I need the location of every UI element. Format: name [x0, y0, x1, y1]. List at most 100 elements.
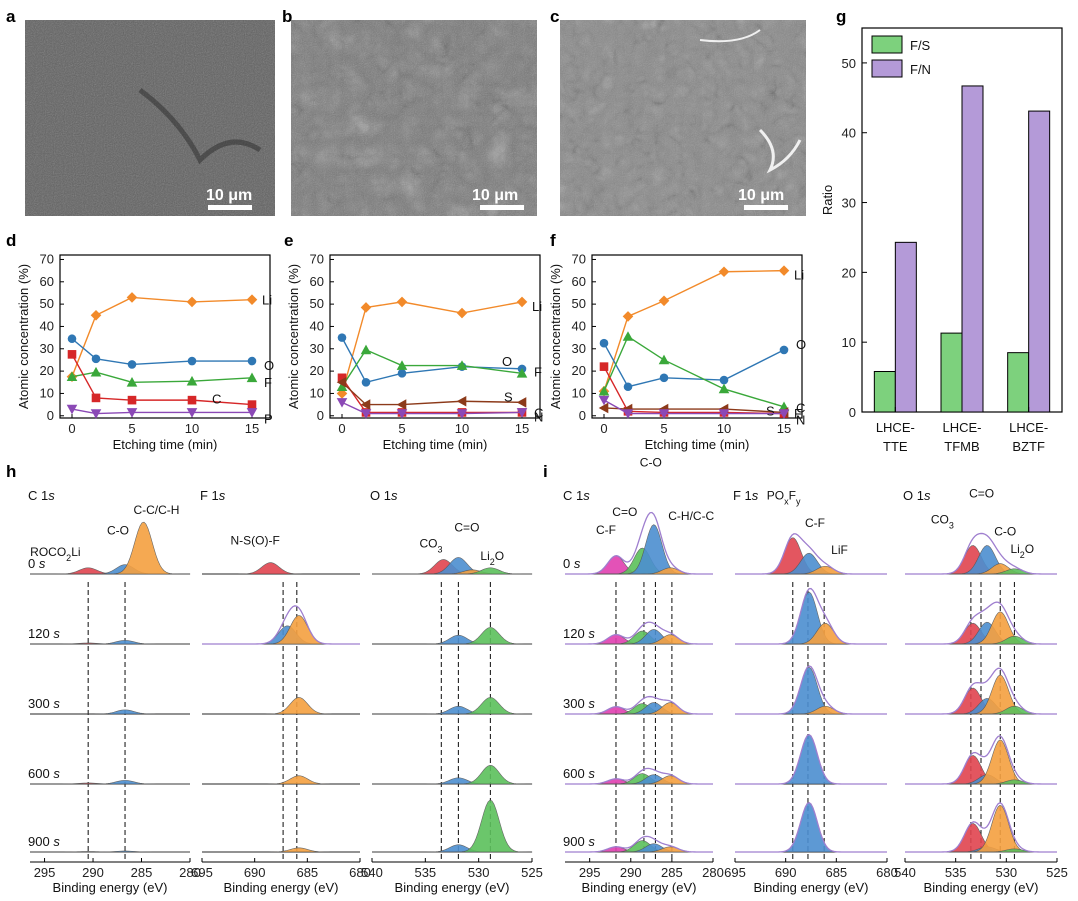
region-title: O 1s	[903, 488, 931, 503]
line-chart-d: 0 10 20 30 40 50 60 70 0 5 10 15 Etching time (min) A…	[16, 251, 274, 452]
x-tick-label: 15	[777, 421, 791, 436]
y-tick-label: 20	[842, 265, 856, 280]
x-tick-label: 290	[82, 865, 104, 880]
peak-label: N-S(O)-F	[230, 534, 279, 548]
data-point	[599, 362, 609, 371]
etching-time-label: 120 s	[563, 626, 595, 641]
y-tick-label: 20	[310, 363, 324, 378]
y-tick-label: 60	[310, 274, 324, 289]
region-title: O 1s	[370, 488, 398, 503]
xps-panel-h: C 1s 295 290 285 280 Binding energy (eV) 0 s 12…	[28, 488, 543, 895]
bar-F/N	[894, 241, 917, 413]
fitted-peak	[202, 775, 360, 785]
x-tick-label: 680	[349, 865, 371, 880]
data-point	[91, 354, 101, 364]
peak-label: C-O	[107, 524, 129, 538]
panel-label-d: d	[6, 231, 16, 250]
panel-label-h: h	[6, 462, 16, 481]
x-tick-label: 695	[724, 865, 746, 880]
data-point	[456, 360, 468, 370]
x-tick-label: 295	[34, 865, 56, 880]
data-point	[246, 294, 258, 305]
y-tick-label: 50	[310, 296, 324, 311]
series-label-F: F	[794, 406, 802, 421]
envelope-curve	[905, 667, 1057, 715]
scale-text-b: 10 μm	[472, 187, 518, 204]
data-point	[456, 307, 468, 319]
series-label-O: O	[796, 337, 806, 352]
peak-label: C-F	[596, 523, 616, 537]
x-axis-label: Binding energy (eV)	[754, 880, 869, 895]
envelope-curve	[735, 587, 887, 645]
x-tick-label: 285	[131, 865, 153, 880]
x-axis-label: Etching time (min)	[645, 437, 750, 452]
peak-label: ROCO2Li	[30, 545, 80, 563]
y-tick-label: 0	[317, 408, 324, 423]
envelope-curve	[735, 533, 887, 575]
peak-label: POxFy	[767, 489, 801, 507]
data-point	[67, 334, 77, 344]
x-tick-label: 15	[245, 421, 259, 436]
series-label-S: S	[766, 403, 775, 418]
fitted-peak	[372, 764, 533, 785]
x-tick-label: 5	[660, 421, 667, 436]
x-tick-label: 540	[361, 865, 383, 880]
x-tick-label: 10	[717, 421, 731, 436]
series-label-S: S	[504, 389, 513, 404]
peak-label: C=O	[454, 520, 479, 534]
fitted-peak	[735, 734, 887, 785]
series-line-Li	[603, 269, 785, 392]
legend-label: F/S	[910, 38, 931, 53]
data-point	[779, 345, 789, 355]
scale-bar-b	[480, 205, 524, 210]
fitted-peak	[30, 640, 190, 645]
peak-label: C=O	[969, 486, 994, 500]
series-label-P: P	[264, 411, 273, 426]
y-tick-label: 30	[842, 196, 856, 211]
series-label-F: F	[264, 375, 272, 390]
data-point	[361, 377, 371, 387]
x-axis-label: Binding energy (eV)	[53, 880, 168, 895]
data-point	[247, 356, 257, 366]
xps-panel-i: C 1s 295 290 285 280 Binding energy (eV) 0 s 12…	[563, 456, 1068, 895]
data-point	[91, 393, 101, 403]
data-point	[337, 373, 347, 383]
etching-time-label: 0 s	[563, 556, 581, 571]
etching-time-label: 300 s	[563, 696, 595, 711]
x-axis-label: Binding energy (eV)	[924, 880, 1039, 895]
series-label-C: C	[212, 392, 221, 407]
fitted-peak	[30, 850, 190, 853]
x-tick-label: 280	[702, 865, 724, 880]
x-tick-label: TTE	[883, 439, 908, 454]
fitted-peak	[202, 562, 360, 575]
peak-label: Li2O	[1010, 542, 1034, 560]
region-title: F 1s	[200, 488, 226, 503]
panel-label-c: c	[550, 7, 559, 26]
y-tick-label: 30	[40, 341, 54, 356]
panel-label-g: g	[836, 7, 846, 26]
envelope-curve	[735, 801, 887, 853]
y-tick-label: 20	[572, 363, 586, 378]
fitted-peak	[372, 557, 532, 575]
data-point	[337, 333, 347, 342]
plot-frame	[329, 254, 541, 419]
legend-swatch	[871, 35, 903, 54]
y-tick-label: 0	[579, 408, 586, 423]
x-tick-label: LHCE-	[1009, 420, 1048, 435]
fitted-peak	[372, 697, 533, 715]
series-label-N: N	[796, 413, 805, 428]
xps-region-C-1s: C 1s 295 290 285 280 Binding energy (eV) 0 s 12…	[563, 456, 724, 895]
y-tick-label: 20	[40, 363, 54, 378]
data-point	[622, 409, 634, 419]
x-tick-label: 695	[191, 865, 213, 880]
data-point	[718, 266, 730, 278]
panel-label-f: f	[550, 231, 556, 250]
data-point	[127, 360, 137, 369]
x-tick-label: 530	[468, 865, 490, 880]
data-point	[186, 296, 198, 308]
etching-time-label: 300 s	[28, 696, 60, 711]
panel-label-i: i	[543, 462, 548, 481]
x-tick-label: 0	[600, 421, 607, 436]
x-tick-label: 290	[620, 865, 642, 880]
fitted-peak	[735, 802, 887, 853]
